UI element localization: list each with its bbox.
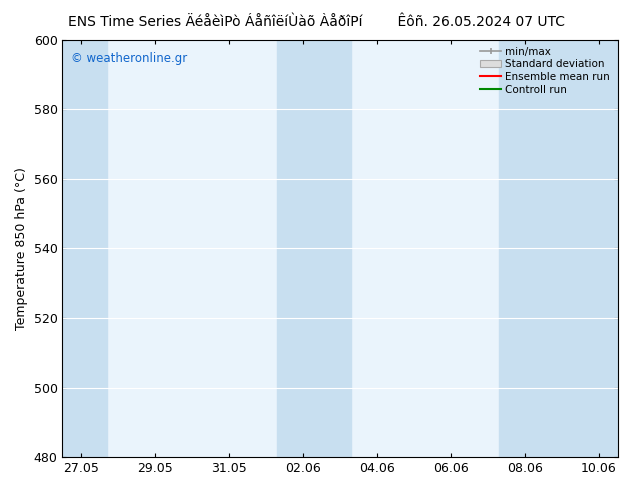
Bar bbox=[62, 40, 107, 457]
Text: © weatheronline.gr: © weatheronline.gr bbox=[71, 52, 187, 65]
Text: ENS Time Series ÄéåèìPò ÁåñîëíÙàõ ÀåðîPí        Êôñ. 26.05.2024 07 UTC: ENS Time Series ÄéåèìPò ÁåñîëíÙàõ ÀåðîPí… bbox=[68, 15, 566, 29]
Bar bbox=[499, 40, 618, 457]
Y-axis label: Temperature 850 hPa (°C): Temperature 850 hPa (°C) bbox=[15, 167, 28, 330]
Legend: min/max, Standard deviation, Ensemble mean run, Controll run: min/max, Standard deviation, Ensemble me… bbox=[476, 43, 614, 99]
Bar bbox=[277, 40, 351, 457]
